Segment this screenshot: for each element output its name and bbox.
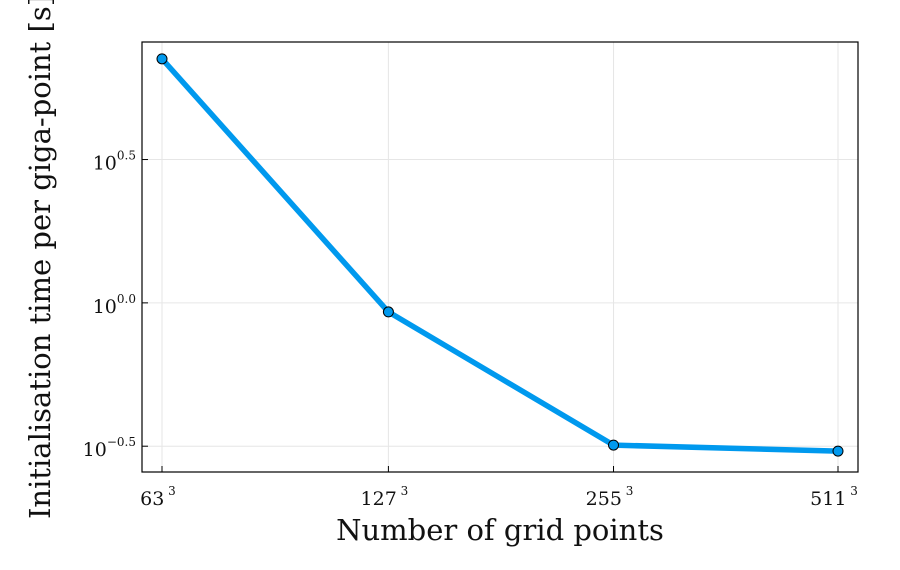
x-tick-label: 127 3	[361, 484, 409, 510]
y-tick-label: 100.5	[93, 149, 136, 175]
y-tick-exponent: 0.0	[117, 292, 136, 306]
y-tick-base: 10	[93, 296, 117, 318]
y-tick-label: 10−0.5	[83, 435, 136, 461]
data-point	[382, 306, 394, 318]
y-tick-base: 10	[83, 439, 107, 461]
x-tick-base: 127	[361, 488, 397, 510]
y-tick-base: 10	[93, 153, 117, 175]
x-tick-base: 63	[140, 488, 164, 510]
series-layer	[156, 53, 844, 457]
y-tick-exponent: −0.5	[107, 435, 136, 449]
y-tick-exponent: 0.5	[117, 149, 136, 163]
x-tick-label: 63 3	[140, 484, 176, 510]
x-tick-label: 255 3	[586, 484, 634, 510]
plot-frame	[141, 41, 859, 473]
x-axis-title: Number of grid points	[336, 513, 664, 547]
y-tick-label: 100.0	[93, 292, 136, 318]
grid-lines	[142, 42, 858, 472]
series-line	[159, 56, 841, 454]
x-tick-exponent: 3	[164, 484, 175, 498]
x-tick-base: 255	[586, 488, 622, 510]
data-point	[608, 439, 620, 451]
x-tick-exponent: 3	[846, 484, 857, 498]
x-tick-exponent: 3	[622, 484, 633, 498]
data-point	[156, 53, 168, 65]
y-axis-title: Initialisation time per giga-point [s]	[23, 0, 57, 519]
x-tick-exponent: 3	[397, 484, 408, 498]
x-tick-base: 511	[810, 488, 846, 510]
x-tick-label: 511 3	[810, 484, 858, 510]
data-point	[832, 445, 844, 457]
